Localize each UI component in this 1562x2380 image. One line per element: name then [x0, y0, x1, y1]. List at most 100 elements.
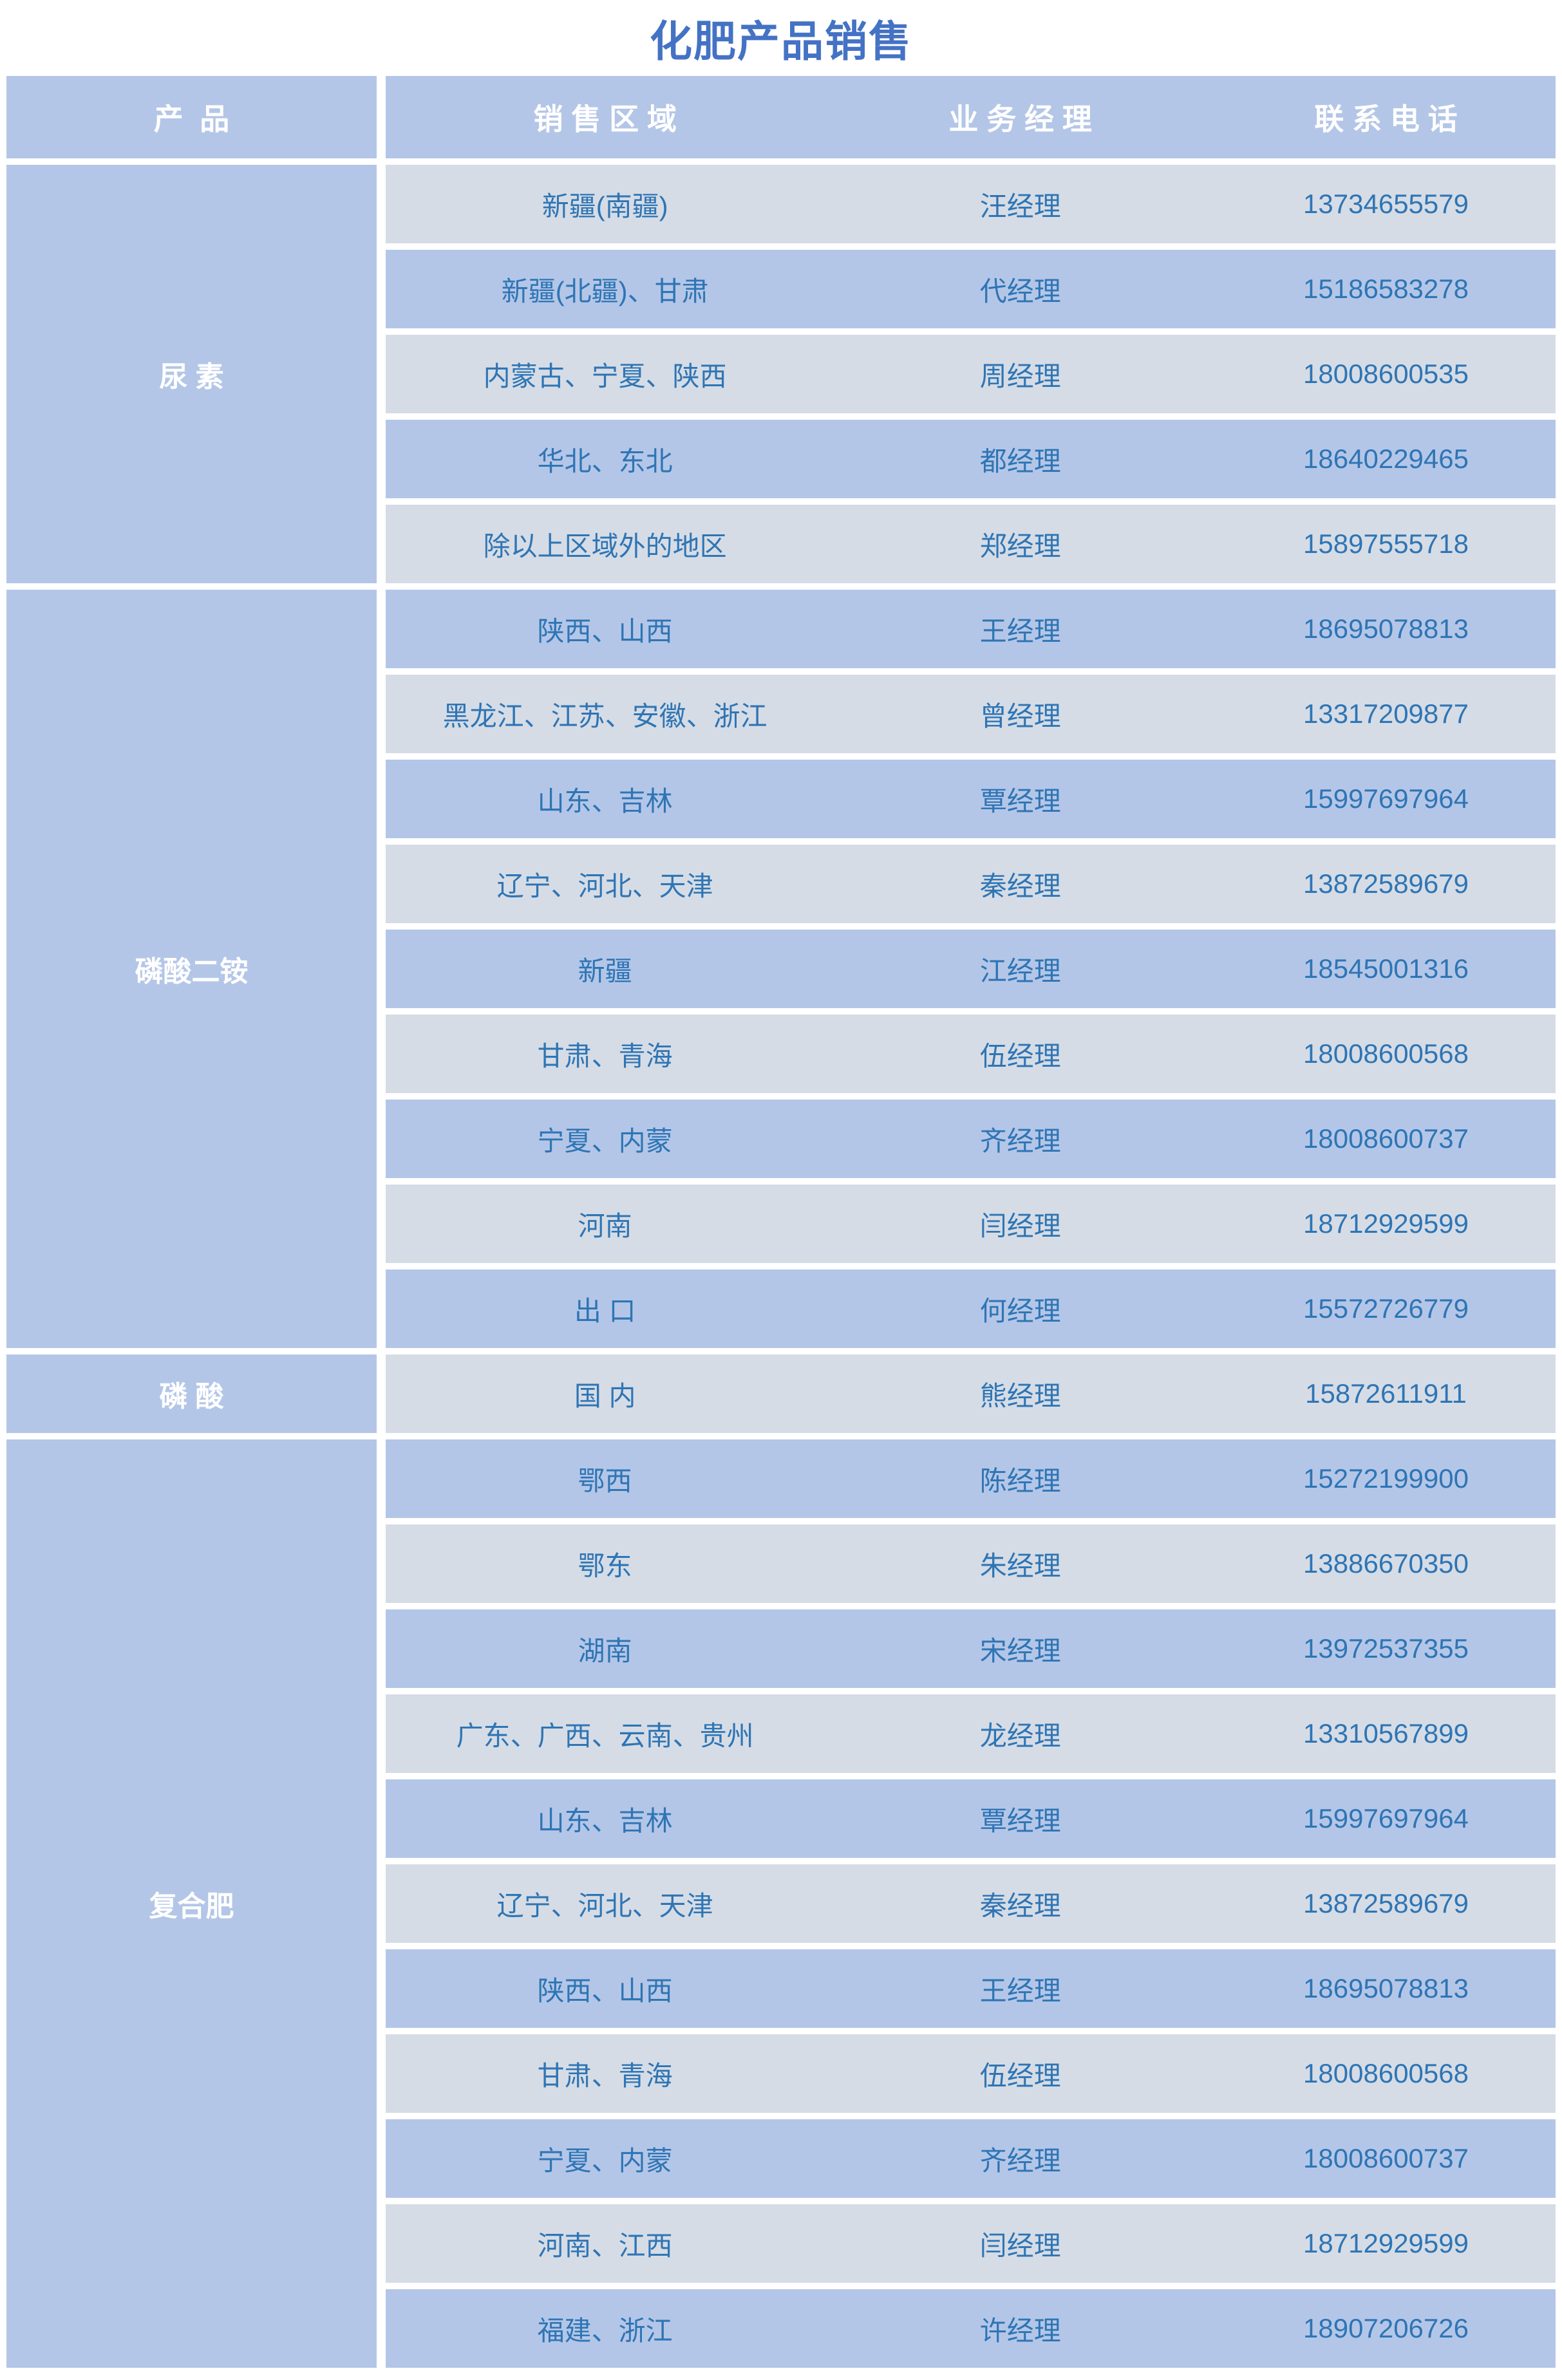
table-row: 陕西、山西 王经理 18695078813: [386, 1949, 1556, 2028]
phone-cell: 13317209877: [1303, 698, 1469, 729]
manager-cell: 周经理: [979, 361, 1061, 391]
phone-cell: 18545001316: [1303, 953, 1469, 984]
region-cell: 河南、江西: [537, 2230, 673, 2261]
phone-cell: 13872589679: [1303, 868, 1469, 899]
region-cell: 山东、吉林: [537, 785, 673, 816]
manager-cell: 齐经理: [979, 2145, 1061, 2176]
manager-cell: 王经理: [979, 1975, 1061, 2006]
table-row: 河南、江西 闫经理 18712929599: [386, 2204, 1556, 2283]
manager-cell: 秦经理: [979, 870, 1061, 901]
table-row: 国 内 熊经理 15872611911: [386, 1354, 1556, 1433]
manager-cell: 伍经理: [979, 2060, 1061, 2091]
manager-cell: 覃经理: [979, 1805, 1061, 1836]
region-cell: 陕西、山西: [537, 615, 673, 646]
table-row: 甘肃、青海 伍经理 18008600568: [386, 2034, 1556, 2113]
phone-cell: 18008600568: [1303, 2058, 1469, 2088]
header-product: 产 品: [6, 76, 377, 158]
header-manager: 业 务 经 理: [948, 102, 1092, 136]
region-cell: 宁夏、内蒙: [537, 1125, 673, 1156]
phone-cell: 15897555718: [1303, 529, 1469, 559]
phone-cell: 13886670350: [1303, 1548, 1469, 1579]
manager-cell: 王经理: [979, 615, 1061, 646]
phone-cell: 18640229465: [1303, 444, 1469, 474]
region-cell: 新疆(南疆): [541, 191, 668, 221]
region-cell: 内蒙古、宁夏、陕西: [483, 361, 727, 391]
table-row: 除以上区域外的地区 郑经理 15897555718: [386, 505, 1556, 583]
phone-cell: 13310567899: [1303, 1718, 1469, 1748]
header-region: 销 售 区 域: [533, 102, 677, 136]
phone-cell: 13734655579: [1303, 189, 1469, 219]
table-row: 山东、吉林 覃经理 15997697964: [386, 760, 1556, 838]
manager-cell: 伍经理: [979, 1040, 1061, 1071]
table-row: 福建、浙江 许经理 18907206726: [386, 2289, 1556, 2368]
region-cell: 华北、东北: [537, 445, 673, 476]
table-row: 湖南 宋经理 13972537355: [386, 1609, 1556, 1688]
region-cell: 新疆: [578, 955, 632, 986]
table-row: 鄂西 陈经理 15272199900: [386, 1439, 1556, 1518]
phone-cell: 18695078813: [1303, 1973, 1469, 2003]
phone-cell: 18008600535: [1303, 359, 1469, 389]
manager-cell: 江经理: [979, 955, 1061, 986]
phone-cell: 18712929599: [1303, 1208, 1469, 1239]
phone-cell: 18008600737: [1303, 2143, 1469, 2173]
region-cell: 鄂西: [578, 1465, 632, 1496]
table-row: 新疆 江经理 18545001316: [386, 930, 1556, 1008]
phone-cell: 18008600737: [1303, 1123, 1469, 1154]
header-columns: 销 售 区 域 业 务 经 理 联 系 电 话: [386, 76, 1556, 158]
manager-cell: 代经理: [979, 276, 1061, 306]
group-rows: 陕西、山西 王经理 18695078813 黑龙江、江苏、安徽、浙江 曾经理 133172…: [386, 590, 1556, 1348]
phone-cell: 15272199900: [1303, 1463, 1469, 1494]
phone-cell: 15186583278: [1303, 274, 1469, 304]
table-row: 辽宁、河北、天津 秦经理 13872589679: [386, 845, 1556, 923]
manager-cell: 陈经理: [979, 1465, 1061, 1496]
region-cell: 除以上区域外的地区: [483, 530, 727, 561]
manager-cell: 齐经理: [979, 1125, 1061, 1156]
region-cell: 山东、吉林: [537, 1805, 673, 1836]
table-row: 河南 闫经理 18712929599: [386, 1185, 1556, 1263]
region-cell: 新疆(北疆)、甘肃: [501, 276, 709, 306]
page-title: 化肥产品销售: [650, 17, 912, 65]
region-cell: 湖南: [578, 1635, 632, 1666]
region-cell: 福建、浙江: [537, 2315, 673, 2346]
phone-cell: 13872589679: [1303, 1888, 1469, 1918]
region-cell: 鄂东: [578, 1550, 632, 1581]
product-label: 复合肥: [6, 1439, 377, 2368]
group-rows: 国 内 熊经理 15872611911: [386, 1354, 1556, 1433]
table-row: 山东、吉林 覃经理 15997697964: [386, 1779, 1556, 1858]
region-cell: 河南: [578, 1210, 632, 1241]
product-label: 尿 素: [6, 165, 377, 583]
manager-cell: 熊经理: [979, 1380, 1061, 1411]
manager-cell: 宋经理: [979, 1635, 1061, 1666]
product-label: 磷 酸: [6, 1354, 377, 1433]
product-label: 磷酸二铵: [6, 590, 377, 1348]
phone-cell: 18907206726: [1303, 2313, 1469, 2343]
table-row: 甘肃、青海 伍经理 18008600568: [386, 1015, 1556, 1093]
region-cell: 国 内: [574, 1380, 636, 1411]
manager-cell: 闫经理: [979, 2230, 1061, 2261]
manager-cell: 汪经理: [979, 191, 1061, 221]
manager-cell: 秦经理: [979, 1890, 1061, 1921]
manager-cell: 郑经理: [979, 530, 1061, 561]
group-rows: 鄂西 陈经理 15272199900 鄂东 朱经理 13886670350 湖南 宋经理 139…: [386, 1439, 1556, 2368]
region-cell: 广东、广西、云南、贵州: [456, 1720, 754, 1751]
table-row: 宁夏、内蒙 齐经理 18008600737: [386, 1100, 1556, 1178]
product-group: 复合肥 鄂西 陈经理 15272199900 鄂东 朱经理 13886670350 湖南 宋经理…: [6, 1439, 1556, 2368]
table-row: 内蒙古、宁夏、陕西 周经理 18008600535: [386, 335, 1556, 413]
table-row: 新疆(南疆) 汪经理 13734655579: [386, 165, 1556, 243]
manager-cell: 覃经理: [979, 785, 1061, 816]
manager-cell: 曾经理: [979, 700, 1061, 731]
table-row: 广东、广西、云南、贵州 龙经理 13310567899: [386, 1694, 1556, 1773]
table-row: 新疆(北疆)、甘肃 代经理 15186583278: [386, 250, 1556, 328]
region-cell: 出 口: [574, 1295, 636, 1326]
manager-cell: 都经理: [979, 445, 1061, 476]
phone-cell: 15997697964: [1303, 783, 1469, 814]
region-cell: 陕西、山西: [537, 1975, 673, 2006]
region-cell: 黑龙江、江苏、安徽、浙江: [442, 700, 767, 731]
phone-cell: 15997697964: [1303, 1803, 1469, 1833]
table-row: 辽宁、河北、天津 秦经理 13872589679: [386, 1864, 1556, 1943]
phone-cell: 13972537355: [1303, 1633, 1469, 1663]
table-row: 华北、东北 都经理 18640229465: [386, 420, 1556, 498]
product-group: 磷 酸 国 内 熊经理 15872611911: [6, 1354, 1556, 1433]
region-cell: 甘肃、青海: [537, 2060, 673, 2091]
